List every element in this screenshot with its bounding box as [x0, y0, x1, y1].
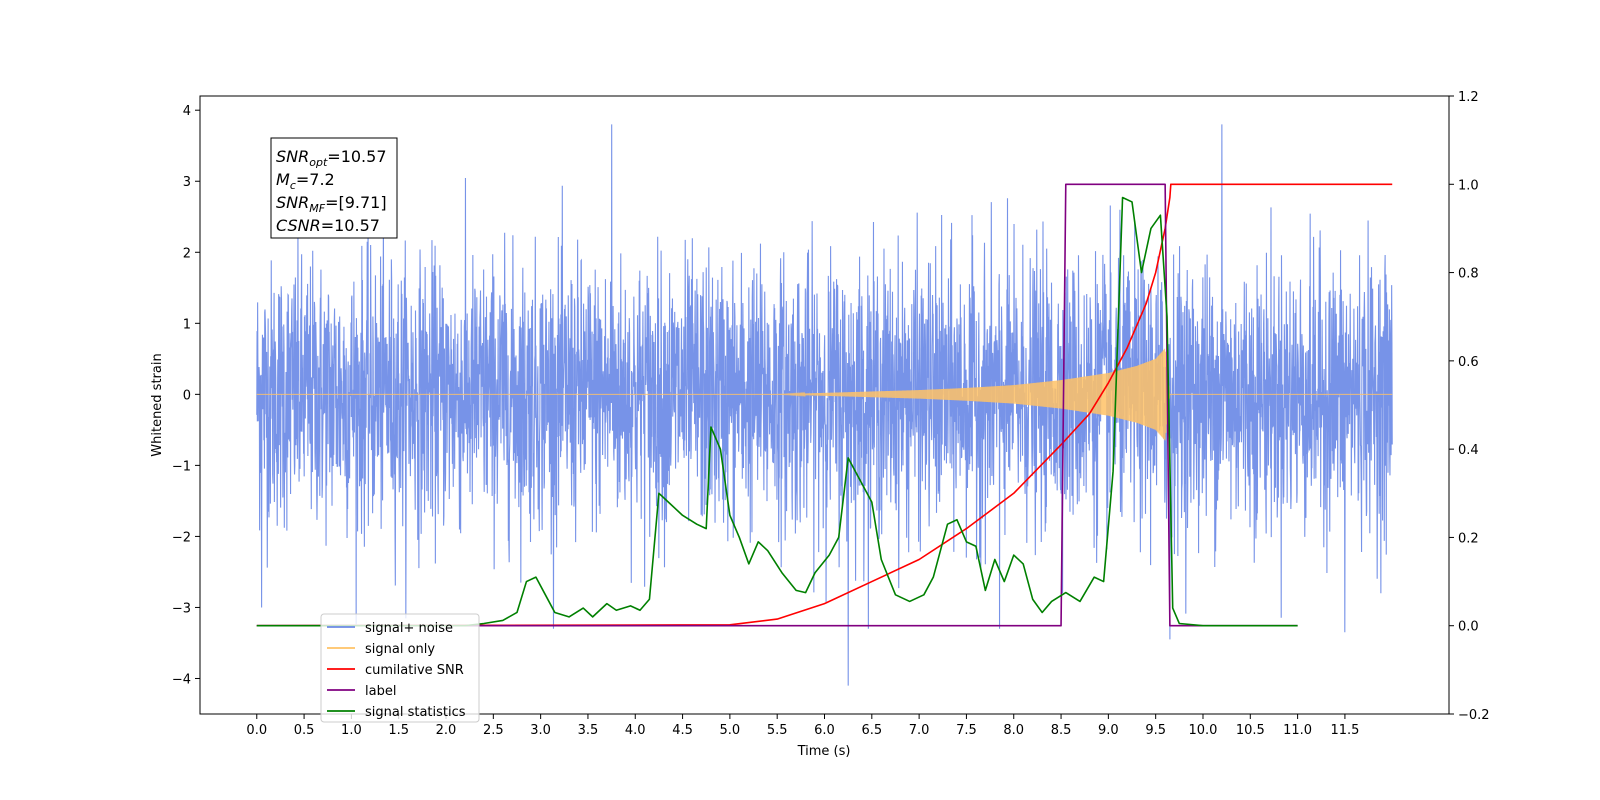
x-tick-label: 6.5 — [861, 723, 882, 738]
legend-label: label — [365, 684, 396, 699]
x-tick-label: 9.5 — [1145, 723, 1166, 738]
x-tick-label: 3.5 — [578, 723, 599, 738]
x-tick-label: 0.0 — [246, 723, 267, 738]
x-tick-label: 4.5 — [672, 723, 693, 738]
y-right-tick-label: −0.2 — [1458, 708, 1490, 723]
x-tick-label: 2.0 — [436, 723, 457, 738]
annotation-line: CSNR=10.57 — [276, 216, 380, 235]
x-tick-label: 5.0 — [720, 723, 741, 738]
series-signal-only-line — [256, 348, 1393, 441]
series-layer — [256, 124, 1393, 686]
y-left-tick-label: −2 — [172, 530, 191, 545]
x-tick-label: 1.5 — [388, 723, 409, 738]
x-tick-label: 0.5 — [294, 723, 315, 738]
x-tick-label: 10.0 — [1189, 723, 1218, 738]
y-right-tick-label: 0.8 — [1458, 267, 1479, 282]
y-right-axis-ticks: 1.2 1.0 0.8 0.6 0.4 0.2 0.0 −0.2 — [1449, 90, 1490, 723]
x-tick-label: 8.0 — [1003, 723, 1024, 738]
x-axis-ticks: 0.0 0.5 1.0 1.5 2.0 2.5 3.0 3.5 4.0 4.5 5.0 5.5 6.0 6… — [246, 714, 1359, 738]
x-tick-label: 11.5 — [1330, 723, 1359, 738]
legend-label: cumilative SNR — [365, 663, 464, 678]
y-right-tick-label: 0.6 — [1458, 355, 1479, 370]
x-tick-label: 5.5 — [767, 723, 788, 738]
y-left-tick-label: 4 — [183, 104, 191, 119]
legend: signal+ noise signal only cumilative SNR la… — [320, 613, 480, 723]
annotation-frame — [270, 137, 398, 239]
x-tick-label: 2.5 — [483, 723, 504, 738]
x-tick-label: 3.0 — [530, 723, 551, 738]
x-tick-label: 9.0 — [1098, 723, 1119, 738]
y-left-tick-label: −1 — [172, 459, 191, 474]
y-right-tick-label: 1.2 — [1458, 90, 1479, 105]
y-left-tick-label: 1 — [183, 317, 191, 332]
legend-label: signal only — [365, 642, 435, 657]
x-tick-label: 4.0 — [625, 723, 646, 738]
x-axis-label: Time (s) — [797, 744, 851, 759]
series-label-line — [256, 183, 1298, 627]
x-tick-label: 7.5 — [956, 723, 977, 738]
series-signal-statistics-line — [256, 196, 1298, 627]
x-tick-label: 10.5 — [1236, 723, 1265, 738]
legend-label: signal statistics — [365, 705, 466, 720]
legend-label: signal+ noise — [365, 621, 453, 636]
y-left-axis-ticks: 4 3 2 1 0 −1 −2 −3 −4 — [172, 104, 200, 687]
x-tick-label: 8.5 — [1051, 723, 1072, 738]
legend-frame — [320, 613, 480, 723]
y-left-tick-label: 0 — [183, 388, 191, 403]
y-left-tick-label: −4 — [172, 672, 191, 687]
x-tick-label: 7.0 — [909, 723, 930, 738]
x-tick-label: 1.0 — [341, 723, 362, 738]
y-left-tick-label: 2 — [183, 246, 191, 261]
y-right-tick-label: 0.4 — [1458, 443, 1479, 458]
x-tick-label: 6.0 — [814, 723, 835, 738]
x-tick-label: 11.0 — [1283, 723, 1312, 738]
y-axis-label: Whitened strain — [150, 353, 165, 456]
y-left-tick-label: −3 — [172, 601, 191, 616]
annotation-line: SNRopt=10.57 — [276, 147, 387, 169]
y-right-tick-label: 0.2 — [1458, 531, 1479, 546]
y-right-tick-label: 0.0 — [1458, 620, 1479, 635]
annotation-line: Mc=7.2 — [276, 170, 335, 192]
y-left-tick-label: 3 — [183, 175, 191, 190]
series-signal-noise-line — [256, 124, 1393, 686]
y-right-tick-label: 1.0 — [1458, 178, 1479, 193]
annotation-line: SNRMF=[9.71] — [276, 193, 387, 215]
